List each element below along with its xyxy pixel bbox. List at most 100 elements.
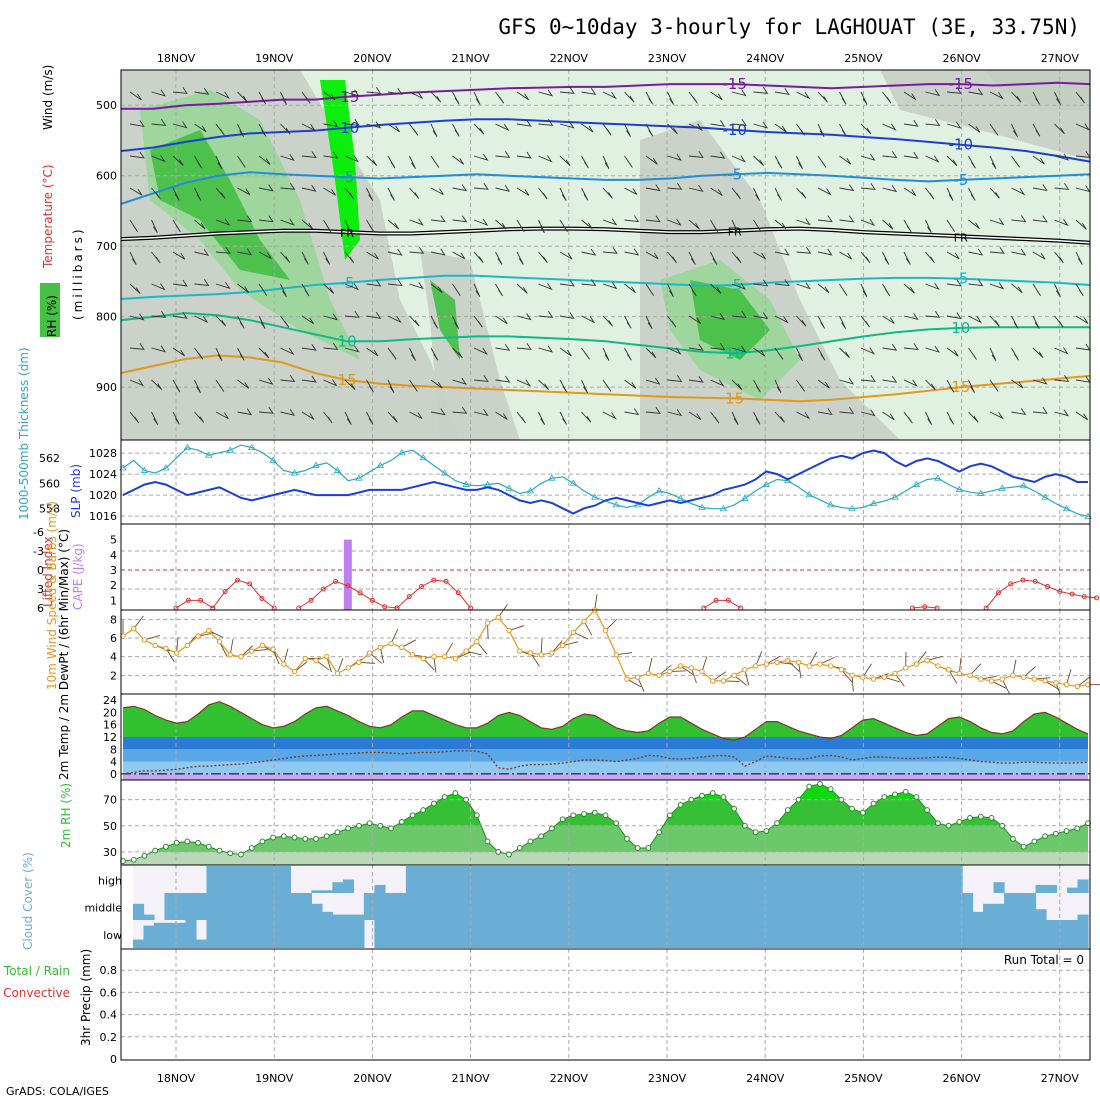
wind-barb — [559, 219, 568, 233]
cloud-cell — [773, 893, 785, 920]
y-tick-label: 12 — [103, 731, 117, 744]
cloud-cell — [657, 893, 669, 920]
date-tick-top: 20NOV — [353, 52, 392, 65]
lifted-index-point — [1008, 581, 1014, 587]
stability-panel: -6 -3 0 3 6 1 2 3 4 5 Lifted Index CAPE (J/kg) — [33, 523, 1100, 615]
cloud-cell — [279, 893, 292, 920]
wind-barb — [409, 91, 424, 100]
wind-barb — [516, 313, 532, 321]
wind-speed-point — [206, 627, 212, 634]
cloud-cell — [531, 866, 543, 893]
wind-speed-point — [1020, 674, 1027, 680]
y-tick-label: 70 — [103, 794, 117, 807]
wind-barb — [538, 251, 548, 264]
wind-speed-point — [163, 645, 169, 651]
isotherm-label: 10 — [725, 344, 744, 362]
wind-barb — [495, 219, 507, 230]
slp-axis-label: SLP (mb) — [69, 464, 83, 518]
wind-barb — [344, 345, 360, 353]
thickness-point — [719, 504, 728, 512]
lifted-index-point — [1020, 577, 1026, 583]
wind-barb — [753, 187, 761, 201]
date-tick-bottom: 20NOV — [353, 1072, 392, 1085]
wind-barb — [968, 248, 984, 256]
wind-barb — [925, 345, 940, 353]
wind-barb — [151, 345, 167, 353]
cloud-cell — [458, 920, 470, 948]
cloud-cell — [584, 866, 596, 893]
thickness-point — [398, 448, 406, 456]
cloud-cell — [332, 882, 344, 893]
wind-barb — [473, 251, 484, 263]
thickness-point — [440, 469, 449, 476]
cloud-cell — [563, 920, 575, 948]
rh-point — [634, 845, 641, 851]
cloud-cell — [657, 920, 669, 948]
wind-barb — [151, 379, 163, 390]
wind-barb — [194, 279, 210, 286]
cloud-cell — [510, 920, 522, 948]
rh2m-panel: 30 50 70 2m RH (%) — [59, 779, 1091, 866]
wind-barb — [731, 411, 739, 425]
cloud-cell — [899, 893, 911, 920]
wind-barb — [774, 248, 790, 256]
wind-barb — [559, 411, 567, 425]
wind-barb — [280, 251, 291, 263]
rh-point — [988, 815, 995, 821]
rh-point — [473, 812, 480, 819]
wind-barb — [409, 155, 416, 169]
cloud-cell — [993, 882, 1005, 893]
wind-barb — [1075, 219, 1087, 230]
y-tick-label: -6 — [33, 526, 44, 539]
wind-barb — [559, 379, 568, 393]
wind-barb — [129, 120, 145, 128]
wind-barb — [645, 251, 659, 260]
rh-point — [731, 805, 738, 812]
wind-barb — [645, 123, 654, 137]
rh-point — [913, 794, 920, 800]
wind-barb — [968, 315, 983, 324]
wind-speed-point — [849, 672, 855, 679]
cloud-cell — [888, 866, 900, 893]
wind-barb — [581, 379, 588, 393]
wind-speed-point — [624, 676, 630, 682]
wind-barb — [688, 283, 697, 297]
cloud-cell — [825, 920, 837, 948]
isotherm-label: -10 — [335, 119, 360, 137]
wind-barb — [280, 91, 287, 105]
cloud-cell — [426, 893, 438, 920]
wind-barb — [602, 155, 610, 169]
lifted-index-point — [995, 590, 1001, 596]
cloud-cell — [594, 866, 606, 893]
cloud-cell — [689, 893, 701, 920]
cloud-cell — [867, 866, 879, 893]
rh-point — [516, 845, 523, 851]
wind-barb — [172, 312, 188, 319]
wind-barb — [860, 409, 876, 417]
wind-barb — [215, 91, 230, 99]
rh-point — [817, 781, 823, 787]
wind-speed-point — [870, 676, 877, 682]
isotherm-line — [120, 354, 1091, 403]
wind-barb — [774, 187, 782, 201]
cloud-cell — [363, 893, 375, 920]
bottom-date-axis: 18NOV 19NOV 20NOV 21NOV 22NOV 23NOV 24NOV 25NOV… — [157, 1072, 1079, 1085]
cloud-cell — [258, 920, 271, 948]
rh-point — [130, 856, 137, 863]
wind-barb — [387, 379, 395, 393]
date-tick-bottom: 21NOV — [451, 1072, 490, 1085]
rh-shading — [150, 130, 290, 280]
wind-speed-point — [913, 661, 920, 667]
wind-speed-point — [903, 665, 909, 671]
wind-barb — [452, 347, 463, 359]
wind-barb — [387, 88, 403, 95]
wind-barb — [452, 155, 465, 165]
wind-barb — [710, 219, 719, 233]
thickness-point — [633, 501, 642, 508]
cloud-cell — [909, 893, 921, 920]
wind-barb — [172, 347, 185, 357]
lifted-index-point — [234, 577, 240, 583]
y-tick-label: 600 — [96, 170, 117, 183]
wind-barb — [796, 91, 811, 100]
cloud-cell — [500, 920, 512, 948]
